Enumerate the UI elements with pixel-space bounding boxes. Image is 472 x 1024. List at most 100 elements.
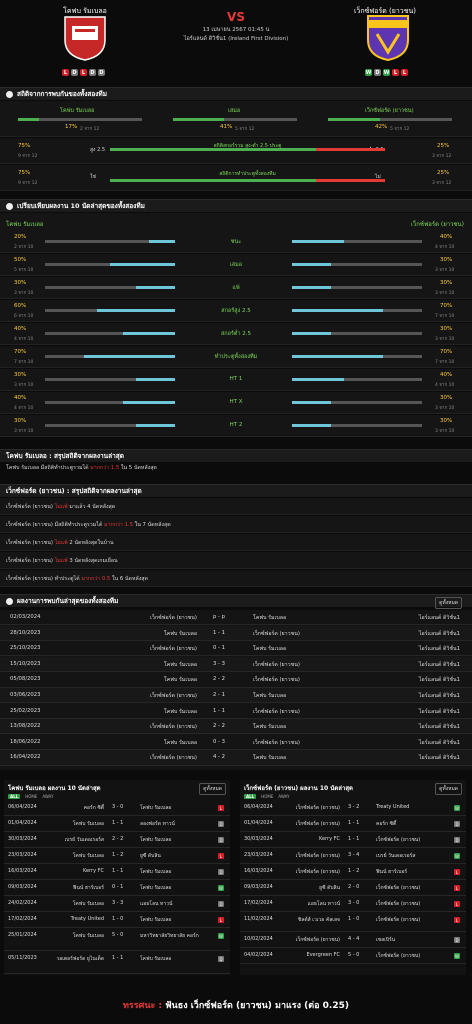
compare-label: HT X <box>229 399 243 405</box>
last10-row[interactable]: 06/04/2024 เว็กซ์ฟอร์ด (ยาวชน) 3 - 2 Treaty… <box>240 800 466 816</box>
home-summary-line: โคฟบ รัมเบลอ มีสถิติทำประตูรวมได้ มากกว่… <box>6 464 157 472</box>
tab-all[interactable]: ALL <box>8 793 21 799</box>
h2h-row[interactable]: 03/06/2023 เว็กซ์ฟอร์ด (ยาวชน) 2 - 1 โคฟบ ร… <box>0 688 472 704</box>
compare-label: แพ้ <box>232 285 240 291</box>
last10-row[interactable]: 25/01/2024 โคฟบ รัมเบลอ 5 - 0 มหาวิทยาลัยวิ… <box>4 928 230 951</box>
compare-label: ชนะ <box>230 239 242 245</box>
last10-date: 04/02/2024 <box>244 952 273 958</box>
last10-away: ลองฟอร์ด ทาวน์ <box>140 821 175 827</box>
summary-line: เว็กซ์ฟอร์ด (ยาวชน) ไม่แพ้ 2 นัดหลังสุดใ… <box>0 534 472 551</box>
form-badge: L <box>401 69 408 76</box>
last10-row[interactable]: 16/03/2024 Kerry FC 1 - 1 โคฟบ รัมเบลอ D <box>4 864 230 880</box>
compare-right-sub: 3 จาก 10 <box>435 268 455 273</box>
last10-home: Kerry FC <box>318 836 340 842</box>
h2h-results-header: ผลงานการพบกันล่าสุดของทั้งสองทีม <box>0 594 472 607</box>
compare-left-bar <box>45 240 175 243</box>
compare-right-bar <box>292 240 422 243</box>
last10-row[interactable]: 01/04/2024 เว็กซ์ฟอร์ด (ยาวชน) 1 - 1 คอร์ก … <box>240 816 466 832</box>
s1-home-bar <box>18 118 142 121</box>
last10-row[interactable]: 16/03/2024 เว็กซ์ฟอร์ด (ยาวชน) 1 - 2 ฟินน์ … <box>240 864 466 880</box>
last10-date: 09/03/2024 <box>244 884 273 890</box>
home-last10-panel: โคฟบ รัมเบลอ ผลงาน 10 นัดล่าสุด ดูทั้งหม… <box>4 780 230 975</box>
compare-left-pct: 40% <box>14 395 27 401</box>
s1-draw-pct: 41% <box>220 124 233 130</box>
tab-away[interactable]: AWAY <box>278 793 290 799</box>
tab-all[interactable]: ALL <box>244 793 257 799</box>
compare-left-pct: 30% <box>14 280 27 286</box>
h2h-date: 15/10/2023 <box>10 660 41 667</box>
last10-row[interactable]: 23/03/2024 เว็กซ์ฟอร์ด (ยาวชน) 3 - 4 เบรย์ … <box>240 848 466 864</box>
h2h-view-all-button[interactable]: ดูทั้งหมด <box>435 597 462 609</box>
home-last10-view-all[interactable]: ดูทั้งหมด <box>199 783 226 795</box>
last10-row[interactable]: 10/02/2024 เว็กซ์ฟอร์ด (ยาวชน) 4 - 4 เชลเบิ… <box>240 932 466 948</box>
home-last10-title: โคฟบ รัมเบลอ ผลงาน 10 นัดล่าสุด <box>8 785 101 792</box>
h2h-row[interactable]: 05/08/2023 โคฟบ รัมเบลอ 2 - 2 เว็กซ์ฟอร์ด (… <box>0 672 472 688</box>
compare-right-pct: 30% <box>440 418 453 424</box>
last10-row[interactable]: 05/11/2023 วอเตอร์ฟอร์ด ยูไนเต็ด 1 - 1 โคฟบ… <box>4 951 230 974</box>
summary-highlight: มากกว่า 1.5 <box>104 522 133 528</box>
away-summary-header: เว็กซ์ฟอร์ด (ยาวชน) : สรุปสถิติจากผลงานล… <box>0 484 472 497</box>
last10-home: Treaty United <box>70 916 104 922</box>
compare-left-sub: 3 จาก 10 <box>14 429 34 434</box>
summary-tail: ใน 7 นัดหลังสุด <box>134 522 171 528</box>
ou-right-pct: 25% <box>437 143 450 149</box>
last10-row[interactable]: 24/02/2024 โคฟบ รัมเบลอ 3 - 3 แอธโลน ทาวน์ D <box>4 896 230 912</box>
compare-label: HT 1 <box>229 376 243 382</box>
tab-home[interactable]: HOME <box>25 793 38 799</box>
compare-header: เปรียบเทียบผลงาน 10 นัดล่าสุดของทั้งสองท… <box>0 199 472 212</box>
h2h-league: ไอร์แลนด์ ดิวิชั่น1 <box>418 677 460 684</box>
last10-date: 25/01/2024 <box>8 932 37 938</box>
last10-row[interactable]: 17/02/2024 Treaty United 1 - 0 โคฟบ รัมเบลอ… <box>4 912 230 928</box>
summary-highlight: ไม่แพ้ <box>54 558 68 564</box>
compare-right-bar <box>292 355 422 358</box>
h2h-row[interactable]: 25/10/2023 เว็กซ์ฟอร์ด (ยาวชน) 0 - 1 โคฟบ ร… <box>0 641 472 657</box>
away-last10-view-all[interactable]: ดูทั้งหมด <box>435 783 462 795</box>
away-team-name[interactable]: เว็กซ์ฟอร์ด (ยาวชน) <box>354 7 416 15</box>
last10-away: โคฟบ รัมเบลอ <box>140 805 172 811</box>
compare-right-pct: 70% <box>440 349 453 355</box>
match-info: 13 เมษายน 2567 01:45 น ไอร์แลนด์ ดิวิชั่… <box>0 26 472 44</box>
tab-away[interactable]: AWAY <box>42 793 54 799</box>
last10-away: โคฟบ รัมเบลอ <box>140 956 172 962</box>
last10-row[interactable]: 01/04/2024 โคฟบ รัมเบลอ 1 - 1 ลองฟอร์ด ทาวน… <box>4 816 230 832</box>
last10-row[interactable]: 30/03/2024 เบรย์ วันเดอเรอร์ส 2 - 2 โคฟบ รั… <box>4 832 230 848</box>
last10-row[interactable]: 09/03/2024 ฟินน์ ฮาร์เบอร์ 0 - 1 โคฟบ รัมเบ… <box>4 880 230 896</box>
last10-row[interactable]: 30/03/2024 Kerry FC 1 - 1 เว็กซ์ฟอร์ด (ยาวช… <box>240 832 466 848</box>
last10-row[interactable]: 23/03/2024 โคฟบ รัมเบลอ 1 - 2 ยูซี ดับลิน L <box>4 848 230 864</box>
match-date: 13 เมษายน 2567 01:45 น <box>202 27 270 33</box>
h2h-home: เว็กซ์ฟอร์ด (ยาวชน) <box>150 615 197 621</box>
summary-tail: ใน 6 นัดหลังสุด <box>111 576 148 582</box>
h2h-row[interactable]: 16/04/2022 เว็กซ์ฟอร์ด (ยาวชน) 4 - 2 โคฟบ ร… <box>0 750 472 766</box>
compare-right-pct: 40% <box>440 372 453 378</box>
last10-score: 2 - 0 <box>348 884 360 890</box>
tab-home[interactable]: HOME <box>261 793 274 799</box>
last10-home: เบรย์ วันเดอเรอร์ส <box>64 837 104 843</box>
h2h-date: 13/08/2022 <box>10 723 41 730</box>
h2h-row[interactable]: 28/10/2023 โคฟบ รัมเบลอ 1 - 1 เว็กซ์ฟอร์ด (… <box>0 625 472 641</box>
last10-row[interactable]: 17/02/2024 แอธโลน ทาวน์ 3 - 0 เว็กซ์ฟอร์ด (… <box>240 896 466 912</box>
last10-row[interactable]: 11/02/2024 ชิลด์ส์ เวเวอ คัลเลจ 1 - 0 เว็กซ… <box>240 912 466 932</box>
last10-date: 10/02/2024 <box>244 936 273 942</box>
last10-row[interactable]: 09/03/2024 ยูซี ดับลิน 2 - 0 เว็กซ์ฟอร์ด (ย… <box>240 880 466 896</box>
summary-line: เว็กซ์ฟอร์ด (ยาวชน) ทำประตูได้ มากกว่า 0… <box>0 570 472 587</box>
away-last10-tabs: ALL HOME AWAY <box>240 792 466 800</box>
result-badge: D <box>218 837 224 843</box>
h2h-row[interactable]: 02/03/2024 เว็กซ์ฟอร์ด (ยาวชน) p - p โคฟบ ร… <box>0 610 472 626</box>
last10-row[interactable]: 06/04/2024 คอร์ก ซิตี้ 3 - 0 โคฟบ รัมเบลอ L <box>4 800 230 816</box>
compare-right-sub: 7 จาก 10 <box>435 314 455 319</box>
h2h-league: ไอร์แลนด์ ดิวิชั่น1 <box>418 739 460 746</box>
h2h-row[interactable]: 15/10/2023 โคฟบ รัมเบลอ 3 - 3 เว็กซ์ฟอร์ด (… <box>0 656 472 672</box>
h2h-home: เว็กซ์ฟอร์ด (ยาวชน) <box>150 693 197 699</box>
h2h-row[interactable]: 18/06/2022 โคฟบ รัมเบลอ 0 - 3 เว็กซ์ฟอร์ด (… <box>0 735 472 750</box>
h2h-league: ไอร์แลนด์ ดิวิชั่น1 <box>418 708 460 715</box>
compare-row: 30% 3 จาก 10 HT 2 30% 3 จาก 10 <box>0 415 472 437</box>
last10-row[interactable]: 04/02/2024 Evergreen FC 5 - 0 เว็กซ์ฟอร์ด (… <box>240 948 466 964</box>
home-team-name[interactable]: โคฟบ รัมเบลอ <box>63 7 107 15</box>
h2h-league: ไอร์แลนด์ ดิวิชั่น1 <box>418 755 460 762</box>
compare-left-bar <box>45 332 175 335</box>
h2h-row[interactable]: 25/02/2023 โคฟบ รัมเบลอ 1 - 1 เว็กซ์ฟอร์ด (… <box>0 704 472 719</box>
summary-text: เว็กซ์ฟอร์ด (ยาวชน) ทำประตูได้ <box>6 576 80 582</box>
h2h-row[interactable]: 13/08/2022 เว็กซ์ฟอร์ด (ยาวชน) 2 - 2 โคฟบ ร… <box>0 719 472 735</box>
h2h-away: เว็กซ์ฟอร์ด (ยาวชน) <box>253 677 300 684</box>
